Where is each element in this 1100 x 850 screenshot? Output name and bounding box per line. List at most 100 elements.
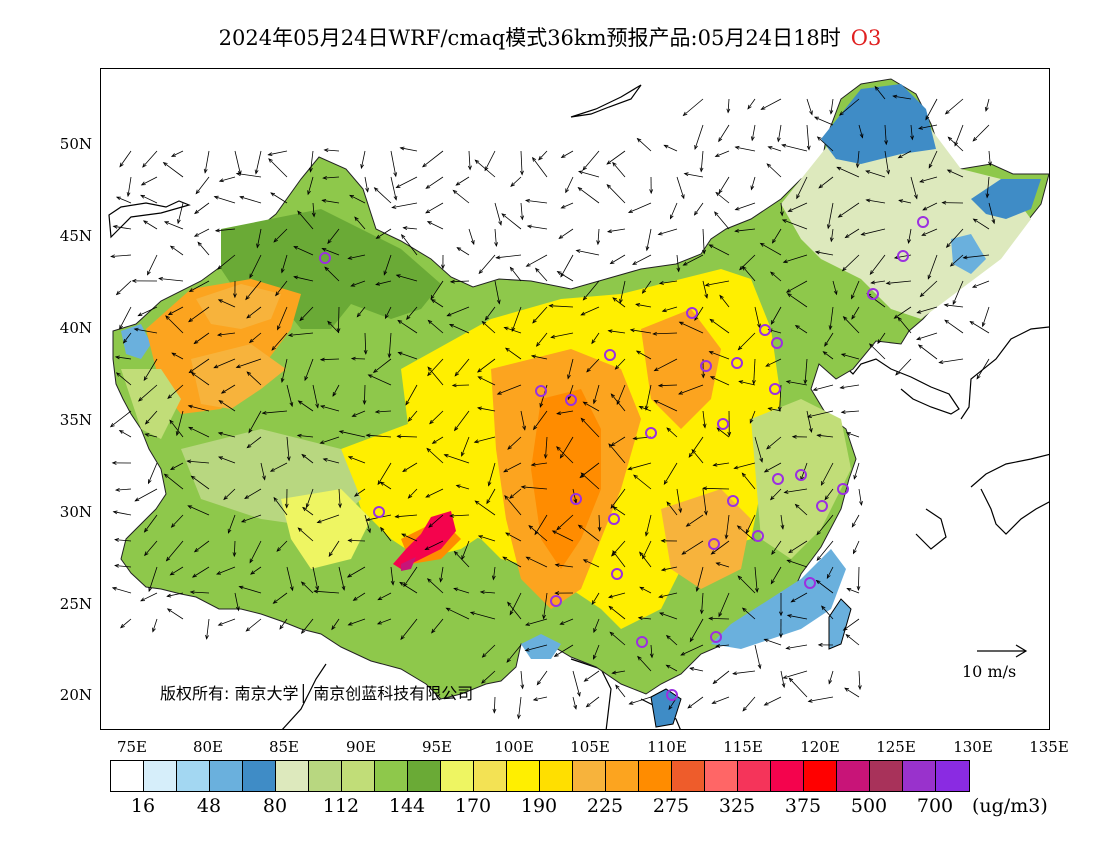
wind-vector-head [870,280,876,285]
wind-vector-head [396,434,402,439]
wind-vector-head [695,587,700,592]
wind-vector [735,202,756,211]
wind-vector [871,280,886,284]
wind-vector-head [494,242,498,248]
wind-vector-head [947,136,953,142]
wind-vector [917,306,938,314]
wind-vector [288,332,314,336]
wind-vector [646,228,652,251]
wind-vector-head [520,684,525,690]
wind-vector-head [114,487,120,492]
wind-vector-head [246,371,252,376]
colorbar-label: 80 [262,795,288,817]
wind-vector-head [235,606,240,612]
wind-vector [195,176,210,194]
wind-vector-head [782,675,788,679]
wind-vector-head [985,193,990,199]
wind-vector [493,696,496,713]
wind-vector-head [614,365,620,370]
colorbar-swatch [870,761,903,791]
wind-vector-head [170,523,176,528]
wind-vector-head [749,418,754,424]
wind-vector-head [273,238,278,243]
wind-vector-head [649,189,654,195]
wind-vector-head [165,315,170,320]
wind-vector-head [806,145,811,151]
station-marker [771,337,783,349]
wind-vector-head [238,585,244,590]
wind-vector-head [579,473,585,479]
wind-vector-head [682,261,688,266]
wind-vector [293,246,314,256]
wind-vector-head [610,393,615,399]
wind-vector-head [307,190,311,196]
wind-vector-head [235,364,241,369]
wind-vector [532,306,548,324]
wind-vector [557,271,574,282]
wind-vector-head [736,525,742,530]
wind-vector [189,358,210,373]
wind-vector-head [147,270,151,276]
wind-vector [847,588,860,594]
wind-vector [475,159,496,178]
wind-vector-head [360,164,365,170]
wind-vector-head [704,282,710,287]
wind-vector [268,150,288,156]
station-marker [570,493,582,505]
wind-vector-head [779,611,783,617]
wind-vector-head [165,556,171,562]
wind-vector-head [486,499,491,505]
wind-vector [327,321,340,334]
colorbar-label: 275 [652,795,690,817]
wind-vector-head [406,315,411,320]
wind-vector [787,559,808,568]
wind-vector [246,306,262,319]
wind-vector-head [815,579,821,585]
wind-vector-head [367,374,373,379]
wind-vector-head [469,611,475,616]
wind-vector [734,462,756,469]
wind-vector-head [839,111,844,116]
wind-vector [307,176,314,195]
colorbar-label: 16 [130,795,156,817]
colorbar-swatch [540,761,573,791]
wind-vector [791,592,808,603]
wind-vector-head [981,322,986,328]
wind-vector [509,592,522,615]
wind-vector-head [134,497,140,502]
wind-vector [982,306,990,327]
wind-vector-head [384,314,389,320]
wind-vector [234,150,241,175]
wind-vector [591,592,600,605]
wind-vector-head [170,153,176,157]
wind-vector [299,306,314,321]
wind-vector [718,124,730,142]
wind-vector-head [573,704,577,710]
wind-vector-head [649,653,654,659]
wind-vector [578,187,600,204]
colorbar-swatch [144,761,177,791]
wind-vector [612,550,626,568]
wind-vector-head [693,210,699,216]
lon-label: 80E [192,738,224,756]
wind-vector [783,670,808,679]
wind-vector-head [837,213,843,218]
wind-vector [395,514,418,518]
wind-vector [557,410,574,415]
wind-vector [527,225,548,230]
wind-vector [348,618,366,626]
wind-vector [143,220,158,230]
wind-vector-head [608,443,613,448]
wind-vector [246,371,262,386]
wind-vector [534,514,548,535]
wind-vector-head [279,624,284,630]
lat-label: 30N [59,503,92,521]
wind-vector-head [421,163,427,168]
wind-vector [817,434,834,438]
wind-vector [700,150,704,172]
wind-vector-head [689,637,694,643]
wind-vectors [109,85,996,720]
wind-vector [543,592,548,619]
colorbar-swatch [276,761,309,791]
wind-vector [298,527,314,542]
